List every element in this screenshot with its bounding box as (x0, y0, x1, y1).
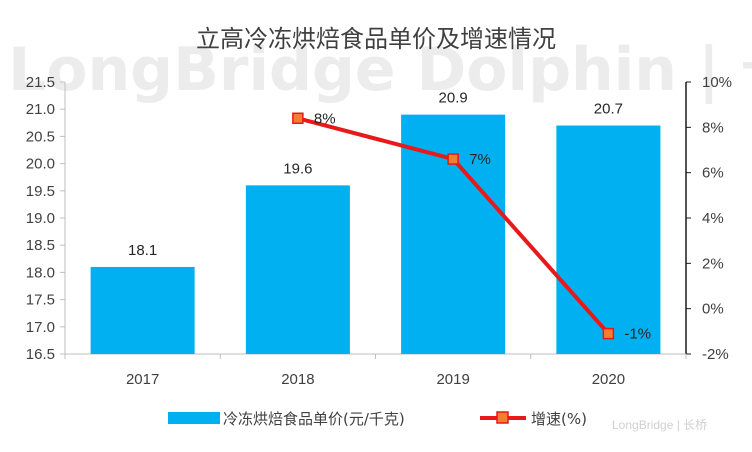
bar-data-label: 20.9 (439, 90, 468, 107)
legend: 冷冻烘焙食品单价(元/千克) 增速(%) (168, 410, 587, 428)
legend-marker-growth (496, 411, 509, 424)
legend-label-growth: 增速(%) (531, 410, 587, 428)
left-axis-tick-label: 17.0 (26, 319, 55, 336)
left-axis-tick-label: 21.0 (26, 101, 55, 118)
growth-data-label: -1% (624, 326, 651, 343)
bar-data-label: 20.7 (594, 101, 623, 118)
x-axis-tick-label: 2019 (436, 371, 469, 388)
left-axis-tick-label: 19.0 (26, 210, 55, 227)
watermark-layer: LongBridge Dolphin | 长桥海豚投研 LongBridge |… (8, 35, 752, 432)
right-axis-tick-label: 6% (702, 165, 724, 182)
growth-point (602, 327, 615, 340)
right-axis-tick-label: 0% (702, 301, 724, 318)
bar-data-label: 18.1 (128, 242, 157, 259)
left-axis-tick-label: 20.0 (26, 156, 55, 173)
legend-label-bar: 冷冻烘焙食品单价(元/千克) (223, 410, 405, 428)
right-axis-tick-label: 8% (702, 119, 724, 136)
left-axis-tick-label: 19.5 (26, 183, 55, 200)
growth-data-label: 7% (469, 151, 491, 168)
bar (245, 185, 350, 354)
left-axis-tick-label: 21.5 (26, 74, 55, 91)
bar (556, 125, 661, 355)
growth-point (447, 153, 459, 165)
right-axis-tick-label: 10% (702, 74, 732, 91)
legend-swatch-bar (168, 412, 220, 424)
axes: 16.5 17.0 17.5 18.0 18.5 19.0 19.5 20.0 20.5 21.0… (26, 74, 732, 388)
watermark-badge: LongBridge | 长桥 (612, 418, 707, 432)
chart-title: 立高冷冻烘焙食品单价及增速情况 (196, 25, 556, 53)
left-axis-tick-label: 18.5 (26, 237, 55, 254)
growth-data-label: 8% (314, 110, 336, 127)
line-series: 8% 7% -1% (292, 110, 651, 343)
growth-point (292, 112, 304, 125)
bar (90, 266, 195, 354)
left-axis-tick-label: 16.5 (26, 346, 55, 363)
x-axis-tick-label: 2020 (592, 371, 625, 388)
watermark-text: LongBridge Dolphin | 长桥海豚投研 (8, 35, 752, 105)
right-axis-tick-label: -2% (702, 346, 729, 363)
bar-data-label: 19.6 (283, 160, 312, 177)
left-axis-tick-label: 18.0 (26, 264, 55, 281)
right-axis-tick-label: 2% (702, 255, 724, 272)
x-axis-tick-label: 2018 (281, 371, 314, 388)
left-axis-tick-label: 17.5 (26, 292, 55, 309)
left-axis-tick-label: 20.5 (26, 128, 55, 145)
right-axis-tick-label: 4% (702, 210, 724, 227)
x-axis-tick-label: 2017 (126, 371, 159, 388)
bar-series: 18.1 19.6 20.9 20.7 (90, 90, 661, 355)
